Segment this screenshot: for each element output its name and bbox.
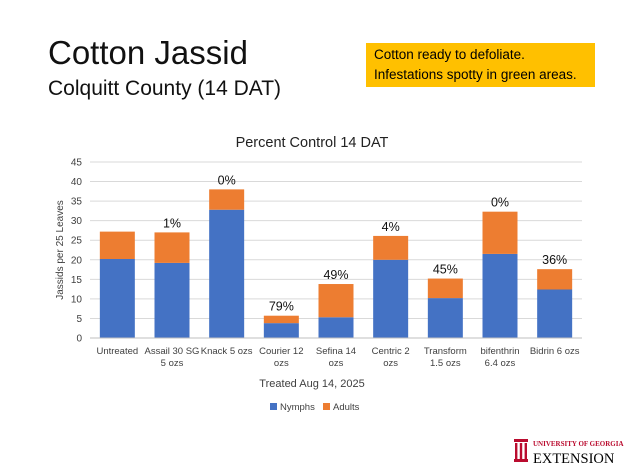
x-tick-label: Sefina 14 [316,346,356,357]
bar-nymphs [99,258,135,338]
y-tick-label: 15 [71,275,83,286]
slide-subtitle: Colquitt County (14 DAT) [48,77,282,100]
legend-swatch-adults [323,403,330,410]
chart-title: Percent Control 14 DAT [236,135,389,151]
bar-nymphs [537,289,573,338]
x-axis-label: Treated Aug 14, 2025 [259,378,364,390]
x-tick-label: bifenthrin [480,346,519,357]
x-tick-label: 1.5 ozs [430,358,461,369]
bar-annotation: 49% [323,268,348,282]
bar-adults [263,315,299,324]
legend-swatch-nymphs [270,403,277,410]
x-tick-label: Courier 12 [259,346,303,357]
y-tick-label: 35 [71,197,83,208]
y-tick-label: 30 [71,216,83,227]
bar-adults [482,211,518,254]
x-tick-label: Untreated [96,346,138,357]
y-tick-label: 20 [71,255,83,266]
callout-note-line-2: Infestations spotty in green areas. [374,66,577,82]
y-tick-label: 0 [76,334,82,345]
legend-label-adults: Adults [333,402,360,413]
bar-nymphs [154,262,190,338]
bar-nymphs [373,259,409,338]
y-tick-label: 10 [71,294,83,305]
uga-extension-logo: UNIVERSITY OF GEORGIA EXTENSION [514,439,624,466]
y-tick-label: 45 [71,158,83,169]
callout-note-line-1: Cotton ready to defoliate. [374,47,525,62]
bar-annotation: 79% [269,300,294,314]
bar-annotation: 45% [433,263,458,277]
x-tick-label: Assail 30 SG [145,346,200,357]
bar-nymphs [209,209,245,338]
logo-extension-text: EXTENSION [533,451,615,466]
x-tick-label: Knack 5 ozs [201,346,253,357]
x-tick-label: ozs [274,358,289,369]
bar-annotation: 1% [163,216,181,230]
x-tick-label: ozs [329,358,344,369]
bar-adults [373,235,409,260]
bar-adults [427,278,463,299]
x-tick-label: ozs [383,358,398,369]
x-tick-label: 6.4 ozs [485,358,516,369]
bar-adults [537,269,573,290]
bar-nymphs [482,253,518,338]
bar-adults [154,232,190,263]
y-tick-label: 40 [71,177,83,188]
bar-annotation: 4% [382,220,400,234]
bar-adults [209,189,245,210]
x-tick-label: 5 ozs [161,358,184,369]
bar-annotation: 36% [542,253,567,267]
y-tick-label: 25 [71,236,83,247]
bar-nymphs [427,298,463,338]
uga-arch-icon [514,439,528,462]
y-tick-label: 5 [76,314,82,325]
logo-university-text: UNIVERSITY OF GEORGIA [533,440,624,448]
bar-nymphs [318,317,354,338]
bar-annotation: 0% [491,196,509,210]
bar-nymphs [263,323,299,338]
x-tick-label: Centric 2 [372,346,410,357]
bar-adults [318,284,354,318]
stacked-bar-chart: Percent Control 14 DAT 0 5 10 15 20 25 30 35 40 45… [55,135,582,413]
x-tick-label: Transform [424,346,467,357]
bar-adults [99,231,135,259]
slide-title: Cotton Jassid [48,34,248,71]
x-tick-label: Bidrin 6 ozs [530,346,580,357]
y-axis-label: Jassids per 25 Leaves [55,200,66,300]
bar-annotation: 0% [218,173,236,187]
callout-note: Cotton ready to defoliate. Infestations … [366,43,595,87]
legend-label-nymphs: Nymphs [280,402,315,413]
